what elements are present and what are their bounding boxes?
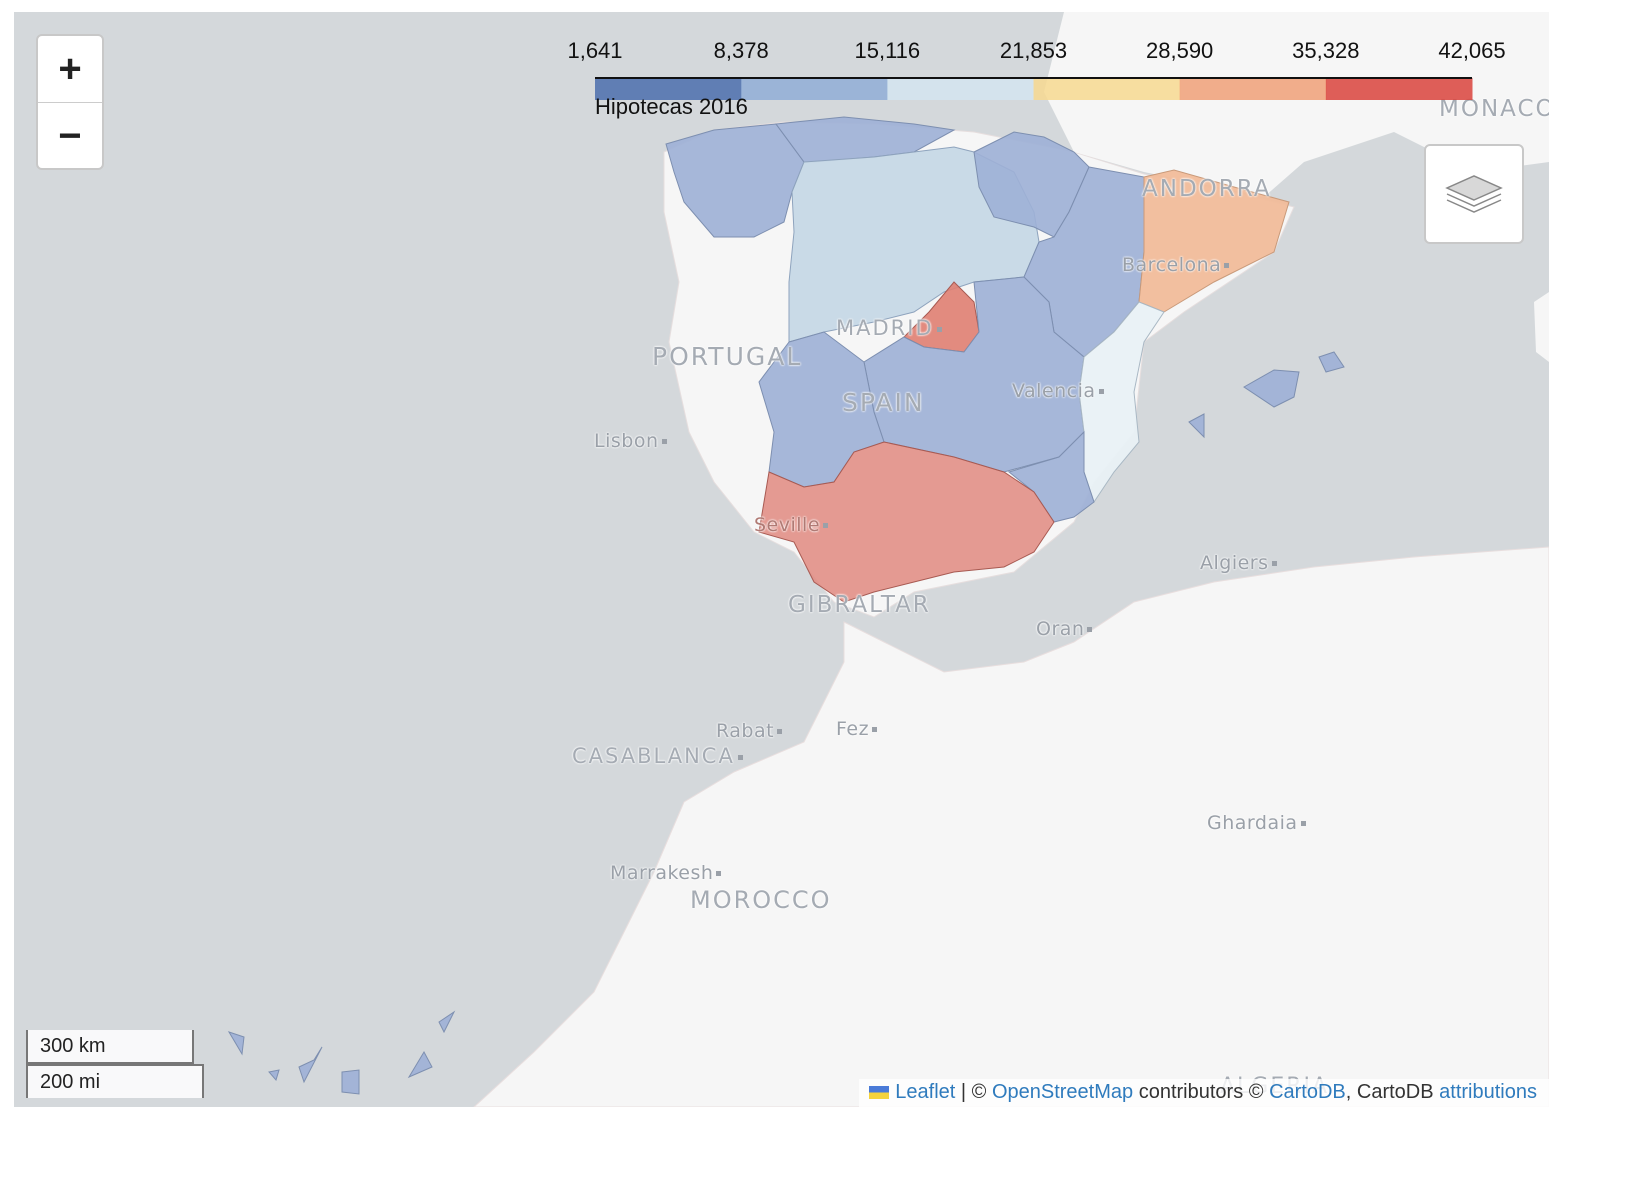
scale-km: 300 km bbox=[26, 1030, 194, 1064]
color-legend: 1,641 8,378 15,116 21,853 28,590 35,328 42,065… bbox=[567, 34, 1534, 124]
layers-icon bbox=[1445, 175, 1503, 213]
legend-band bbox=[1033, 78, 1181, 100]
label-fez: Fez bbox=[836, 718, 878, 740]
label-lisbon-text: Lisbon bbox=[594, 430, 659, 452]
label-ghardaia: Ghardaia bbox=[1207, 812, 1306, 834]
label-barcelona: Barcelona bbox=[1122, 254, 1230, 276]
label-gibraltar: GIBRALTAR bbox=[788, 592, 931, 618]
legend-band bbox=[1179, 78, 1327, 100]
legend-tick-label: 35,328 bbox=[1292, 38, 1360, 63]
land-africa bbox=[473, 546, 1549, 1107]
label-seville-text: Seville bbox=[754, 514, 821, 536]
region-catalonia[interactable] bbox=[1138, 169, 1290, 313]
label-spain: SPAIN bbox=[842, 388, 925, 417]
attributions-link[interactable]: attributions bbox=[1439, 1081, 1537, 1103]
label-morocco: MOROCCO bbox=[690, 886, 832, 914]
legend-colorbar bbox=[595, 77, 1473, 100]
land-france bbox=[1044, 12, 1549, 197]
label-ghardaia-text: Ghardaia bbox=[1207, 812, 1298, 834]
land-sardinia bbox=[1534, 292, 1549, 362]
label-fez-text: Fez bbox=[836, 718, 870, 740]
region-galicia[interactable] bbox=[665, 123, 805, 238]
zoom-control: + − bbox=[36, 34, 104, 170]
map-basemap bbox=[227, 12, 1549, 1107]
label-oran: Oran bbox=[1036, 618, 1093, 640]
legend-tick-label: 28,590 bbox=[1146, 38, 1214, 63]
legend-band bbox=[887, 78, 1034, 100]
osm-link[interactable]: OpenStreetMap bbox=[991, 1081, 1134, 1103]
label-rabat-text: Rabat bbox=[716, 720, 775, 742]
label-madrid-text: MADRID bbox=[836, 316, 934, 340]
label-rabat: Rabat bbox=[716, 720, 783, 742]
label-marrakesh-text: Marrakesh bbox=[610, 862, 714, 884]
map-canvas[interactable]: MONACO ANDORRA Barcelona MADRID PORTUGAL… bbox=[14, 12, 1549, 1107]
scale-mi: 200 mi bbox=[26, 1064, 204, 1098]
attrib-carto2: , CartoDB bbox=[1345, 1081, 1434, 1103]
attrib-contrib: contributors © bbox=[1138, 1081, 1264, 1103]
label-andorra: ANDORRA bbox=[1142, 176, 1272, 202]
label-madrid: MADRID bbox=[836, 316, 942, 340]
ukraine-flag-icon bbox=[869, 1086, 890, 1100]
legend-tick-label: 15,116 bbox=[854, 38, 921, 63]
region-valencia[interactable] bbox=[1078, 301, 1165, 504]
zoom-out-button[interactable]: − bbox=[58, 113, 82, 158]
region-murcia[interactable] bbox=[1007, 430, 1095, 523]
leaflet-link[interactable]: Leaflet bbox=[895, 1081, 956, 1103]
attribution: Leaflet | © OpenStreetMap contributors ©… bbox=[859, 1079, 1549, 1107]
legend-band bbox=[741, 78, 888, 100]
legend-caption: Hipotecas 2016 bbox=[595, 94, 748, 119]
label-oran-text: Oran bbox=[1036, 618, 1085, 640]
attrib-sep: | © bbox=[960, 1081, 987, 1103]
label-lisbon: Lisbon bbox=[594, 430, 667, 452]
legend-tick-label: 21,853 bbox=[999, 38, 1068, 63]
label-seville: Seville bbox=[754, 514, 829, 536]
label-algiers-text: Algiers bbox=[1200, 552, 1269, 574]
legend-band bbox=[1325, 78, 1473, 100]
label-valencia-text: Valencia bbox=[1012, 380, 1096, 402]
label-portugal: PORTUGAL bbox=[652, 342, 803, 371]
region-andalusia[interactable] bbox=[758, 441, 1055, 603]
label-marrakesh: Marrakesh bbox=[610, 862, 722, 884]
label-casablanca: CASABLANCA bbox=[572, 744, 743, 768]
label-barcelona-text: Barcelona bbox=[1122, 254, 1222, 276]
label-valencia: Valencia bbox=[1012, 380, 1104, 402]
region-balearic[interactable] bbox=[1188, 351, 1345, 439]
layers-control-button[interactable] bbox=[1424, 144, 1524, 244]
legend-tick-label: 42,065 bbox=[1438, 38, 1506, 63]
legend-band bbox=[595, 78, 742, 100]
label-casablanca-text: CASABLANCA bbox=[572, 744, 735, 768]
legend-tick-label: 8,378 bbox=[713, 38, 769, 63]
cartodb-link[interactable]: CartoDB bbox=[1269, 1081, 1346, 1103]
legend-tick-label: 1,641 bbox=[567, 38, 623, 63]
label-algiers: Algiers bbox=[1200, 552, 1277, 574]
label-monaco: MONACO bbox=[1439, 96, 1549, 122]
zoom-in-button[interactable]: + bbox=[38, 36, 102, 103]
region-canary[interactable] bbox=[227, 1010, 456, 1095]
